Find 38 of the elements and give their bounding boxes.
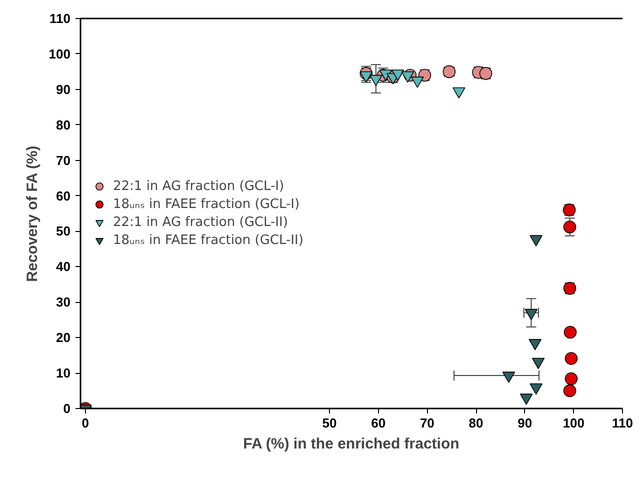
x-tick-label: 0 [82, 416, 89, 430]
y-axis-title: Recovery of FA (%) [24, 146, 41, 282]
y-tick-label: 10 [56, 366, 71, 381]
y-tick-label: 110 [50, 11, 71, 26]
x-tick-label: 60 [371, 416, 386, 430]
y-tick-label: 20 [56, 330, 71, 346]
legend-label: 22:1 in AG fraction (GCL-II) [113, 214, 288, 230]
x-axis-title: FA (%) in the enriched fraction [243, 436, 460, 452]
y-tick-label: 70 [56, 152, 71, 168]
legend-label: 18ᵤₙₛ in FAEE fraction (GCL-II) [113, 232, 304, 248]
point [563, 384, 576, 398]
x-tick-label: 70 [420, 416, 434, 430]
y-tick-label: 60 [56, 188, 71, 204]
point [401, 71, 414, 83]
x-tick-label: 80 [468, 416, 484, 430]
legend-label: 22:1 in AG fraction (GCL-I) [113, 178, 284, 194]
y-tick-label: 50 [56, 224, 71, 239]
x-tick-label: 90 [518, 416, 532, 430]
x-tick-label: 110 [612, 416, 633, 430]
point [411, 76, 424, 88]
point [452, 87, 466, 99]
legend-label: 18ᵤₙₛ in FAEE fraction (GCL-I) [113, 196, 300, 212]
point [530, 235, 542, 246]
x-tick-label: 50 [322, 416, 337, 430]
point [370, 74, 382, 86]
y-tick-label: 0 [63, 401, 71, 416]
point [564, 326, 577, 339]
y-tick-label: 30 [56, 294, 71, 310]
point [360, 71, 373, 83]
point [564, 372, 578, 386]
y-tick-label: 40 [56, 259, 71, 274]
point [563, 220, 576, 234]
y-tick-label: 90 [56, 82, 71, 97]
point [564, 352, 578, 365]
y-tick-label: 100 [48, 46, 71, 62]
x-tick-label: 100 [562, 416, 585, 430]
y-tick-label: 80 [56, 117, 71, 132]
point [391, 70, 404, 81]
